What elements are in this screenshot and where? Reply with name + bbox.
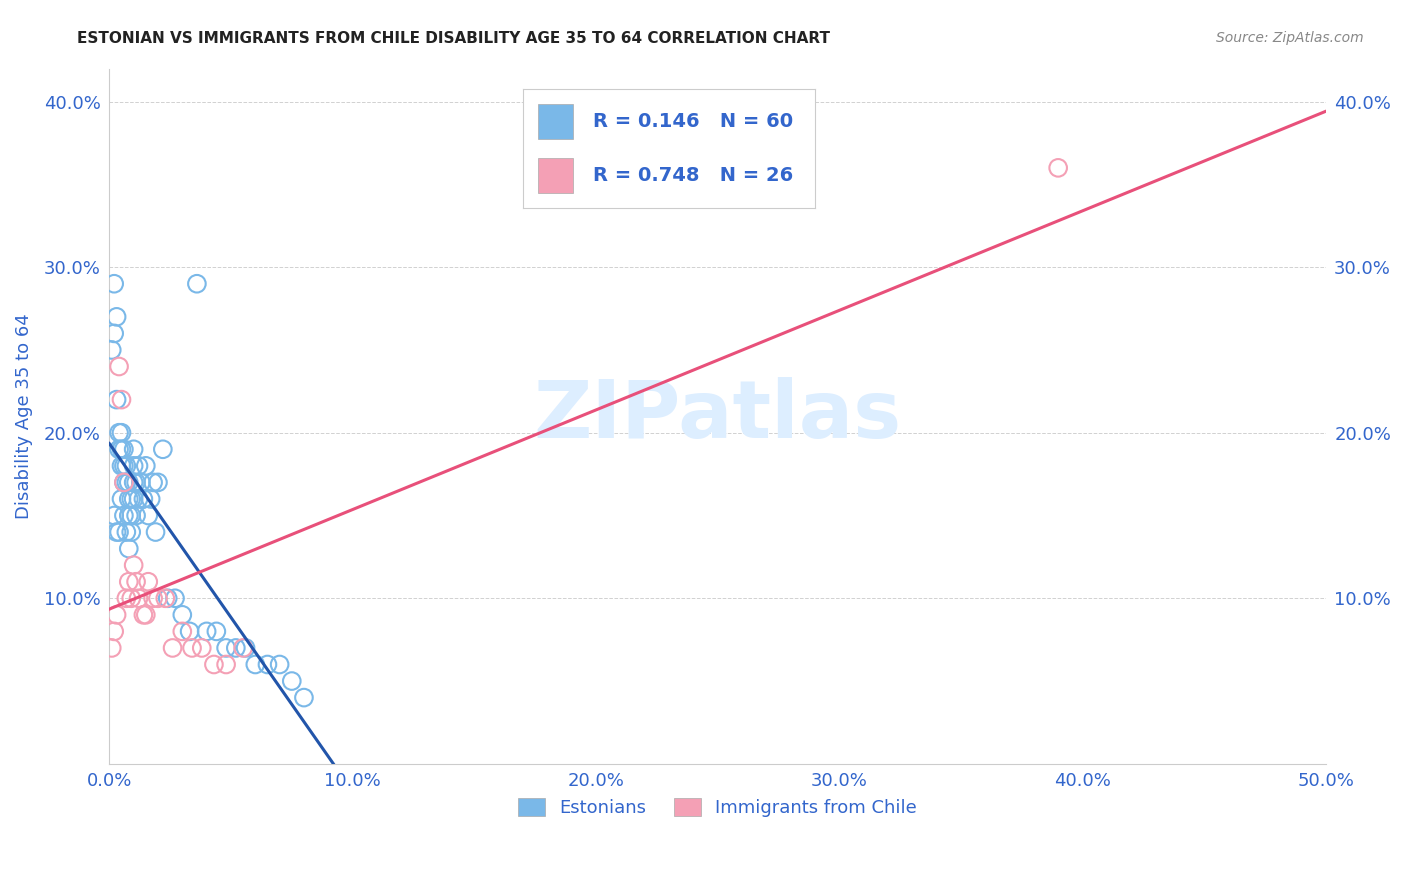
Point	[108, 442, 131, 457]
Point	[105, 310, 128, 324]
Point	[172, 624, 194, 639]
Text: ESTONIAN VS IMMIGRANTS FROM CHILE DISABILITY AGE 35 TO 64 CORRELATION CHART: ESTONIAN VS IMMIGRANTS FROM CHILE DISABI…	[77, 31, 831, 46]
Point	[232, 640, 254, 655]
Point	[105, 524, 128, 539]
Point	[118, 475, 141, 490]
Point	[146, 475, 169, 490]
Point	[125, 574, 148, 589]
Point	[112, 475, 135, 490]
Point	[118, 574, 141, 589]
Point	[191, 640, 214, 655]
Point	[202, 657, 225, 672]
Point	[122, 491, 145, 506]
Point	[122, 458, 145, 473]
Point	[142, 591, 165, 606]
Point	[103, 326, 125, 341]
Point	[105, 607, 128, 622]
Point	[1047, 161, 1070, 175]
Point	[100, 343, 122, 357]
Point	[112, 442, 135, 457]
Point	[118, 541, 141, 556]
Point	[136, 574, 159, 589]
Y-axis label: Disability Age 35 to 64: Disability Age 35 to 64	[15, 313, 32, 519]
Point	[186, 277, 208, 291]
Point	[128, 458, 150, 473]
Point	[205, 624, 228, 639]
Point	[122, 442, 145, 457]
Point	[172, 607, 194, 622]
Point	[195, 624, 218, 639]
Point	[292, 690, 315, 705]
Point	[269, 657, 291, 672]
Point	[112, 475, 135, 490]
Point	[156, 591, 179, 606]
Point	[132, 607, 155, 622]
Point	[142, 475, 165, 490]
Point	[112, 508, 135, 523]
Point	[110, 425, 132, 440]
Text: ZIPatlas: ZIPatlas	[533, 377, 901, 455]
Point	[245, 657, 267, 672]
Point	[115, 591, 138, 606]
Point	[108, 524, 131, 539]
Point	[129, 475, 152, 490]
Point	[103, 624, 125, 639]
Point	[162, 640, 184, 655]
Point	[128, 591, 150, 606]
Point	[110, 442, 132, 457]
Point	[256, 657, 278, 672]
Point	[215, 640, 238, 655]
Point	[235, 640, 257, 655]
Point	[120, 524, 142, 539]
Point	[146, 591, 169, 606]
Point	[108, 425, 131, 440]
Point	[105, 392, 128, 407]
Point	[100, 640, 122, 655]
Point	[128, 491, 150, 506]
Point	[110, 491, 132, 506]
Point	[112, 458, 135, 473]
Point	[135, 607, 157, 622]
Point	[108, 359, 131, 374]
Point	[181, 640, 204, 655]
Point	[122, 475, 145, 490]
Point	[132, 491, 155, 506]
Point	[136, 508, 159, 523]
Point	[125, 508, 148, 523]
Point	[145, 524, 167, 539]
Point	[118, 491, 141, 506]
Point	[281, 674, 304, 689]
Point	[215, 657, 238, 672]
Point	[139, 491, 162, 506]
Point	[120, 508, 142, 523]
Point	[135, 458, 157, 473]
Text: Source: ZipAtlas.com: Source: ZipAtlas.com	[1216, 31, 1364, 45]
Point	[155, 591, 177, 606]
Point	[163, 591, 186, 606]
Legend: Estonians, Immigrants from Chile: Estonians, Immigrants from Chile	[510, 790, 924, 824]
Point	[115, 475, 138, 490]
Point	[110, 392, 132, 407]
Point	[103, 508, 125, 523]
Point	[110, 458, 132, 473]
Point	[120, 491, 142, 506]
Point	[125, 475, 148, 490]
Point	[179, 624, 201, 639]
Point	[120, 591, 142, 606]
Point	[118, 508, 141, 523]
Point	[115, 458, 138, 473]
Point	[115, 524, 138, 539]
Point	[225, 640, 247, 655]
Point	[152, 442, 174, 457]
Point	[122, 558, 145, 573]
Point	[103, 277, 125, 291]
